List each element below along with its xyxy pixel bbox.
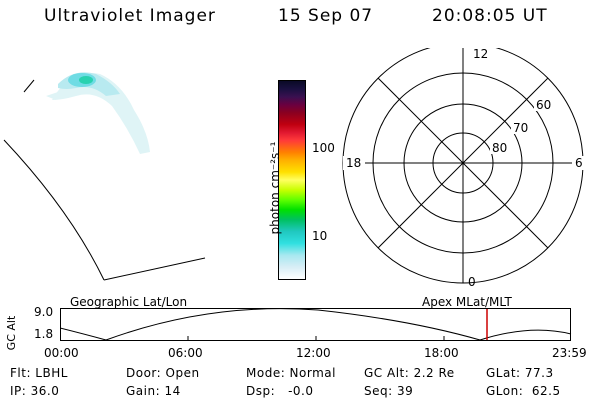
timeline-left-caption: Geographic Lat/Lon [70, 295, 188, 309]
time-tick-0000: 00:00 [44, 346, 79, 360]
info-gain: Gain: 14 [126, 384, 181, 398]
aurora-emission [46, 72, 150, 154]
info-gc-alt: GC Alt: 2.2 Re [364, 366, 455, 380]
mlat-label-60: 60 [536, 98, 551, 112]
time-tick-1800: 18:00 [424, 346, 459, 360]
mlt-label-6: 6 [575, 156, 583, 170]
altitude-curve [60, 308, 572, 341]
info-seq: Seq: 39 [364, 384, 414, 398]
colorbar [278, 80, 306, 280]
image-boundary-line [103, 257, 206, 281]
earth-limb-arc [3, 139, 105, 281]
aurora-faint-region [52, 73, 150, 154]
time-tick-2359: 23:59 [552, 346, 587, 360]
info-ip: IP: 36.0 [10, 384, 60, 398]
limb-marker [23, 79, 35, 93]
colorbar-tick-100: 100 [312, 141, 335, 155]
time-tick-0600: 06:00 [168, 346, 203, 360]
info-dsp: Dsp: -0.0 [246, 384, 314, 398]
colorbar-unit-label: photon cm⁻²s⁻¹ [268, 141, 282, 235]
altitude-timeline-plot [60, 308, 572, 341]
mlat-label-70: 70 [513, 121, 528, 135]
time-tick-1200: 12:00 [296, 346, 331, 360]
timeline-y-label: GC Alt [5, 315, 18, 351]
mlt-label-18: 18 [346, 156, 361, 170]
info-glon: GLon: 62.5 [486, 384, 561, 398]
mlat-label-80: 80 [492, 141, 507, 155]
info-door: Door: Open [126, 366, 200, 380]
aurora-bright-core [79, 76, 93, 84]
mlt-label-0: 0 [468, 275, 476, 288]
timeline-ytick-high: 9.0 [34, 305, 54, 319]
colorbar-gradient [278, 80, 306, 280]
timeline-right-caption: Apex MLat/MLT [422, 295, 512, 309]
geographic-image-panel [3, 72, 206, 281]
instrument-title: Ultraviolet Imager [44, 6, 216, 26]
info-mode: Mode: Normal [246, 366, 336, 380]
timeline-ytick-low: 1.8 [34, 327, 54, 341]
polar-diagonal-b [377, 77, 549, 249]
mlt-label-12: 12 [473, 48, 488, 61]
time-label: 20:08:05 UT [432, 6, 548, 26]
aurora-edge-patch [46, 92, 58, 100]
info-glat: GLat: 77.3 [486, 366, 554, 380]
date-label: 15 Sep 07 [278, 6, 374, 26]
colorbar-tick-10: 10 [312, 229, 328, 243]
info-filter: Flt: LBHL [10, 366, 68, 380]
polar-mlat-mlt-plot: 12 18 6 0 60 70 80 [342, 48, 584, 288]
